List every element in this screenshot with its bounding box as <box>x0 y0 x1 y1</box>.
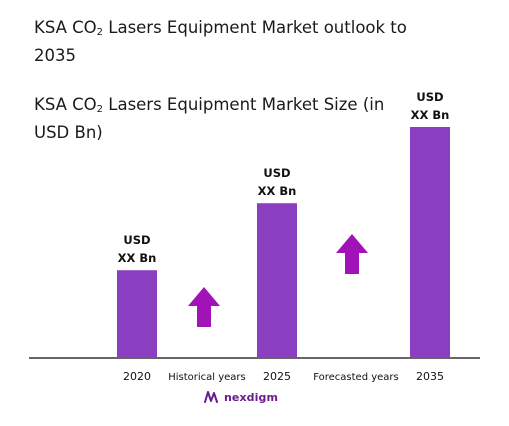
data-label-2020-line2: XX Bn <box>118 251 157 265</box>
up-arrow-icon-1 <box>336 234 368 274</box>
x-tick-label-2020: 2020 <box>123 370 151 383</box>
chart-subtitle: KSA CO2 Lasers Equipment Market Size (in… <box>34 95 385 142</box>
bar-2035 <box>410 127 450 358</box>
up-arrow-icon-0 <box>188 287 220 327</box>
bar-2025 <box>257 203 297 358</box>
chart-title: KSA CO2 Lasers Equipment Market outlook … <box>34 18 407 65</box>
data-label-2035-line1: USD <box>416 90 443 104</box>
data-label-2025-line1: USD <box>263 166 290 180</box>
brand-name: nexdigm <box>224 390 279 404</box>
nexdigm-logo-icon <box>204 391 218 403</box>
x-tick-label-2025: 2025 <box>263 370 291 383</box>
brand-logo: nexdigm <box>204 390 278 404</box>
period-label-0: Historical years <box>168 372 246 383</box>
data-label-2020-line1: USD <box>123 233 150 247</box>
data-label-2035-line2: XX Bn <box>411 108 450 122</box>
x-tick-label-2035: 2035 <box>416 370 444 383</box>
data-label-2025-line2: XX Bn <box>258 184 297 198</box>
bar-2020 <box>117 270 157 358</box>
period-label-1: Forecasted years <box>313 372 399 383</box>
